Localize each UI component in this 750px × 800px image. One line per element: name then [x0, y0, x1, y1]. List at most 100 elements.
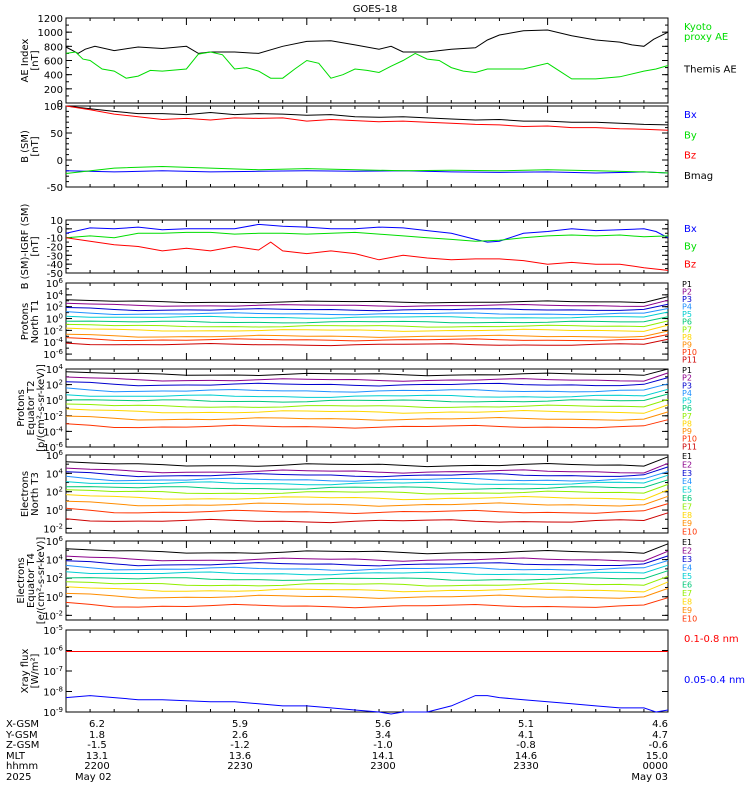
legend-item: P1: [682, 366, 692, 375]
legend-item: P11: [682, 355, 697, 364]
flux-line-4: [65, 388, 669, 398]
y-tick-label: 10-6: [43, 645, 63, 658]
y-tick-label-exp: -6: [56, 441, 64, 449]
flux-line-3: [65, 560, 669, 571]
x-column-value: 5.1: [518, 719, 534, 730]
y-tick-label-exp: 2: [59, 572, 63, 580]
y-tick-label-exp: 4: [59, 467, 64, 475]
legend-item: E7: [682, 502, 692, 511]
x-row-label: MLT: [6, 751, 26, 762]
y-axis-label: [e/(cm²-s-sr-keV)]: [36, 537, 47, 625]
flux-line-3: [65, 383, 669, 393]
y-tick-label-exp: 0: [59, 591, 63, 599]
panel-frame: [65, 105, 669, 188]
legend-item: Bmag: [684, 171, 713, 182]
x-column-value: 0000: [643, 761, 668, 772]
y-axis-label: [nT]: [30, 236, 41, 256]
panel-frame: [65, 282, 669, 361]
legend-item: Kyoto: [684, 22, 712, 33]
x-row-label: Z-GSM: [6, 740, 39, 751]
legend-item: P7: [682, 325, 692, 334]
panel-frame: [65, 454, 669, 534]
x-column-value: 5.9: [232, 719, 248, 730]
y-axis-label: Electrons: [16, 557, 27, 603]
x-column-value: -1.2: [230, 740, 250, 751]
series-line-0: [65, 105, 669, 126]
x-column-value: 14.1: [372, 751, 394, 762]
series-line-2: [65, 170, 669, 174]
y-axis-label: AE Index: [20, 38, 31, 82]
legend-item: E8: [682, 598, 692, 607]
y-tick-label: 104: [46, 554, 64, 567]
flux-line-0: [65, 296, 669, 304]
y-tick-label-exp: -2: [56, 609, 63, 617]
y-tick-label: 10-2: [43, 522, 63, 535]
y-tick-label: 100: [46, 591, 63, 604]
flux-line-5: [65, 479, 669, 490]
flux-line-7: [65, 324, 669, 332]
legend-item: P2: [682, 374, 692, 383]
x-column-value: 4.1: [518, 730, 534, 741]
legend-item: P5: [682, 397, 692, 406]
panel-frame: [65, 17, 669, 104]
flux-line-8: [65, 587, 669, 599]
y-tick-label: -50: [47, 269, 63, 280]
legend-item: P4: [682, 389, 692, 398]
flux-line-10: [65, 338, 669, 347]
flux-line-2: [65, 377, 669, 387]
legend-item: P1: [682, 280, 692, 289]
x-row-label: Y-GSM: [5, 730, 38, 741]
x-column-value: 5.6: [375, 719, 391, 730]
legend-item: E7: [682, 589, 692, 598]
y-tick-label-exp: -2: [56, 522, 63, 530]
y-axis-label: Equator T4: [26, 553, 37, 608]
flux-line-0: [65, 456, 669, 468]
flux-line-0: [65, 368, 669, 377]
x-column-value: 14.6: [515, 751, 537, 762]
flux-line-9: [65, 597, 669, 609]
flux-line-6: [65, 575, 669, 587]
y-tick-label-exp: 2: [59, 379, 63, 387]
flux-line-0: [65, 543, 669, 555]
y-tick-label: 200: [44, 85, 63, 96]
y-tick-label: 0: [57, 99, 63, 110]
x-column-value: 13.6: [229, 751, 251, 762]
y-axis-label: Protons: [16, 389, 27, 426]
flux-line-8: [65, 330, 669, 338]
y-tick-label: 10-5: [43, 624, 63, 637]
legend-item: P8: [682, 333, 692, 342]
y-tick-label: 106: [46, 449, 64, 462]
series-line-1: [65, 695, 669, 715]
flux-line-2: [65, 466, 669, 478]
panel-frame: [65, 540, 669, 621]
flux-line-6: [65, 398, 669, 409]
legend-item: P8: [682, 419, 692, 428]
y-tick-label: 104: [46, 467, 64, 480]
x-column-value: 2330: [513, 761, 538, 772]
y-axis-label: Protons: [20, 303, 31, 340]
y-tick-label: 50: [50, 129, 63, 140]
panel-ae: 0 200 400 600 800 1000 1200 AE Index [nT] Kyotopr…: [20, 14, 737, 110]
flux-line-7: [65, 489, 669, 501]
legend-item: P5: [682, 310, 692, 319]
flux-line-1: [65, 462, 669, 474]
series-line-3: [65, 165, 669, 174]
y-tick-label-exp: 4: [59, 554, 64, 562]
legend-item: E6: [682, 494, 692, 503]
flux-line-2: [65, 303, 669, 312]
y-tick-label: 10: [50, 216, 63, 227]
flux-line-6: [65, 483, 669, 495]
y-tick-label: -30: [47, 251, 63, 262]
flux-line-3: [65, 471, 669, 482]
legend-item: By: [684, 130, 697, 141]
legend-item: E9: [682, 606, 692, 615]
legend-item: E1: [682, 538, 692, 547]
y-tick-label: 0: [57, 156, 63, 167]
flux-line-5: [65, 570, 669, 581]
y-tick-label: 100: [46, 504, 63, 517]
legend-item: P10: [682, 435, 697, 444]
